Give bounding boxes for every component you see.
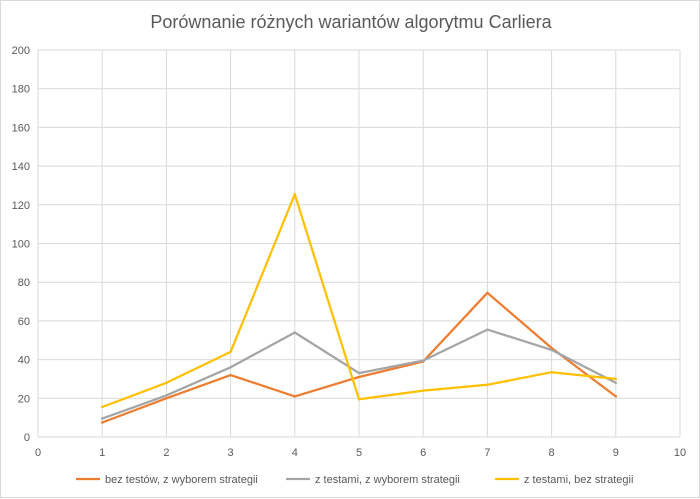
data-point <box>165 397 168 400</box>
x-tick-label: 4 <box>292 447 298 459</box>
data-point <box>229 373 232 377</box>
data-point <box>165 394 168 397</box>
data-point <box>486 328 489 331</box>
data-point <box>101 421 104 424</box>
x-tick-label: 6 <box>420 447 426 459</box>
data-point <box>614 395 617 398</box>
x-tick-label: 1 <box>99 447 105 459</box>
y-tick-label: 160 <box>12 122 30 134</box>
x-tick-label: 3 <box>228 447 234 459</box>
x-tick-label: 7 <box>484 447 490 459</box>
legend-label-2: z testami, z wyborem strategii <box>315 474 460 486</box>
data-point <box>229 366 232 369</box>
x-tick-label: 8 <box>549 447 555 459</box>
y-tick-label: 100 <box>12 239 30 251</box>
data-point <box>422 359 425 362</box>
data-point <box>357 398 361 401</box>
legend-label-1: bez testów, z wyborem strategii <box>105 474 258 486</box>
data-point <box>550 370 553 374</box>
y-tick-label: 180 <box>12 84 30 96</box>
data-point <box>293 192 296 196</box>
data-point <box>101 405 104 409</box>
y-tick-label: 80 <box>18 277 30 289</box>
data-point <box>293 395 296 398</box>
y-tick-label: 60 <box>18 316 30 328</box>
data-point <box>165 381 168 385</box>
x-tick-label: 2 <box>163 447 169 459</box>
y-tick-label: 200 <box>12 45 30 57</box>
data-point <box>357 371 361 375</box>
data-point <box>422 389 425 392</box>
data-point <box>357 375 361 379</box>
x-tick-label: 10 <box>674 447 686 459</box>
data-point <box>101 417 104 420</box>
data-point <box>550 348 553 352</box>
data-point <box>614 381 617 385</box>
data-point <box>486 291 489 295</box>
x-tick-label: 9 <box>613 447 619 459</box>
x-tick-label: 0 <box>35 447 41 459</box>
chart-title: Porównanie różnych wariantów algorytmu C… <box>150 12 552 32</box>
y-tick-label: 140 <box>12 161 30 173</box>
data-point <box>486 383 489 386</box>
x-tick-label: 5 <box>356 447 362 459</box>
y-tick-label: 40 <box>18 355 30 367</box>
data-point <box>293 331 296 334</box>
y-tick-label: 120 <box>12 200 30 212</box>
data-point <box>229 350 232 354</box>
data-point <box>614 377 617 381</box>
y-tick-label: 0 <box>24 432 30 444</box>
legend-label-3: z testami, bez strategii <box>524 474 633 486</box>
y-tick-label: 20 <box>18 393 30 405</box>
